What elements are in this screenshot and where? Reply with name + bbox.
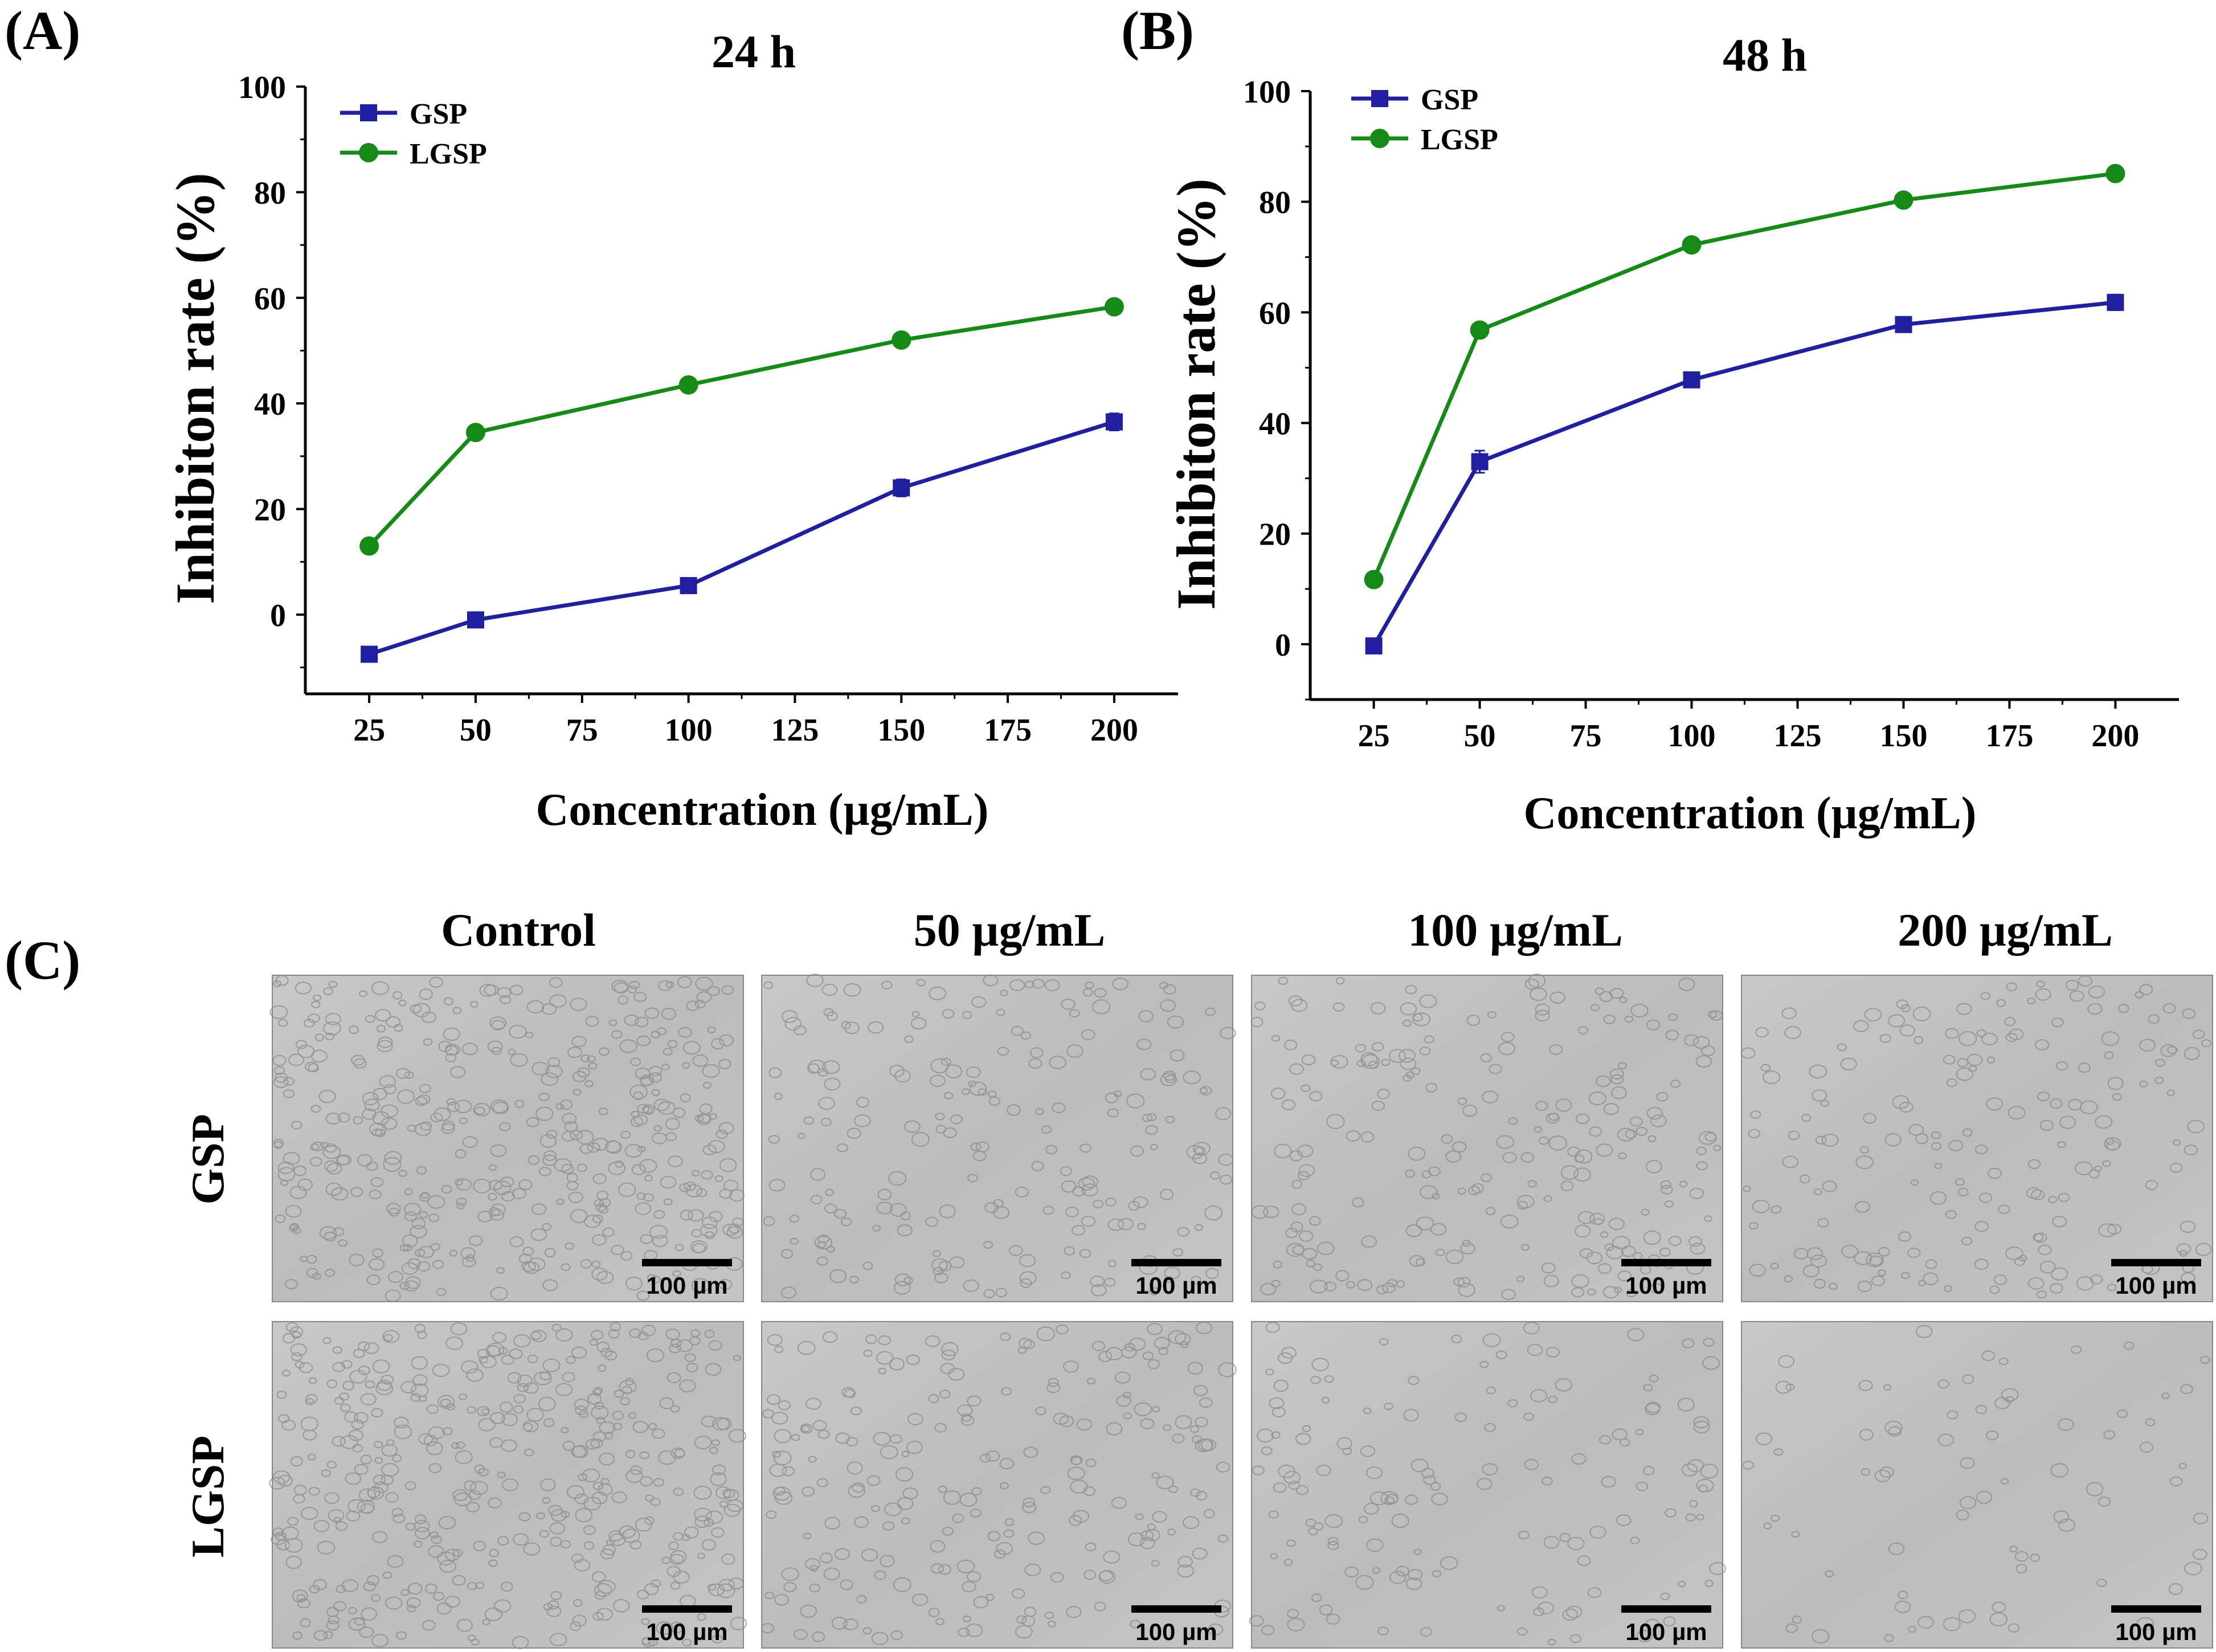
chart-a-title: 24 h xyxy=(712,26,796,77)
chart-b-lgsp-point-4 xyxy=(2105,163,2125,183)
micrograph-gsp-2: 100 µm xyxy=(1250,974,1723,1302)
chart-b-xtick-label-5: 150 xyxy=(1879,718,1927,754)
chart-a-ytick-label-1: 20 xyxy=(254,493,286,528)
chart-b-gsp-point-4 xyxy=(2107,293,2124,311)
micrograph-lgsp-3: 100 µm xyxy=(1741,1321,2213,1649)
scale-bar-label: 100 µm xyxy=(1625,1272,1707,1299)
chart-b-ytick-label-0: 0 xyxy=(1275,628,1291,663)
chart-a-ytick-label-0: 0 xyxy=(270,598,286,633)
chart-b-xtick-label-0: 25 xyxy=(1358,718,1390,754)
panel-label-a: (A) xyxy=(5,0,80,61)
scale-bar-label: 100 µm xyxy=(646,1272,727,1299)
chart-b-xtick-label-2: 75 xyxy=(1570,718,1602,754)
chart-b: 48 h Concentration (µg/mL) Inhibiton rat… xyxy=(1166,29,2179,839)
micrograph-lgsp-1: 100 µm xyxy=(761,1321,1237,1649)
micrograph-gsp-1: 100 µm xyxy=(761,974,1236,1302)
scale-bar-label: 100 µm xyxy=(2115,1618,2197,1645)
chart-b-gsp-point-0 xyxy=(1365,637,1383,655)
chart-a-xtick-label-7: 200 xyxy=(1090,713,1138,748)
chart-b-gsp-point-3 xyxy=(1895,316,1912,333)
chart-b-xtick-label-6: 175 xyxy=(1985,718,2033,754)
chart-b-ytick-label-1: 20 xyxy=(1259,517,1291,553)
scale-bar-label: 100 µm xyxy=(2115,1272,2197,1299)
chart-a-gsp-point-0 xyxy=(361,645,378,663)
chart-b-lgsp-point-2 xyxy=(1682,235,1702,255)
chart-b-legend-lgsp: LGSP xyxy=(1351,124,1498,156)
chart-b-legend-label-lgsp: LGSP xyxy=(1421,124,1498,156)
micrograph-grid: Control 50 µg/mL 100 µg/mL 200 µg/mL GSP… xyxy=(182,904,2213,1649)
scale-bar-label: 100 µm xyxy=(646,1618,727,1645)
chart-a-xtick-label-0: 25 xyxy=(353,713,385,748)
chart-b-xlabel: Concentration (µg/mL) xyxy=(1524,788,1977,839)
chart-b-ylabel: Inhibiton rate (%) xyxy=(1166,178,1226,610)
chart-a-ytick-label-5: 100 xyxy=(238,70,286,105)
chart-a-ytick-label-4: 80 xyxy=(254,175,286,211)
micrograph-gsp-3: 100 µm xyxy=(1740,975,2213,1302)
chart-b-ytick-label-2: 40 xyxy=(1259,407,1291,442)
panel-label-c: (C) xyxy=(5,930,80,991)
chart-a-ylabel: Inhibiton rate (%) xyxy=(165,173,226,604)
chart-b-series-lgsp-line xyxy=(1372,171,2116,580)
chart-b-gsp-point-1 xyxy=(1471,453,1489,471)
chart-a-ytick-label-3: 60 xyxy=(254,281,286,317)
chart-a-legend-label-lgsp: LGSP xyxy=(410,138,487,170)
row-label-gsp: GSP xyxy=(182,1114,234,1204)
column-label-50: 50 µg/mL xyxy=(914,904,1106,956)
column-label-100: 100 µg/mL xyxy=(1408,904,1623,956)
chart-b-lgsp-point-1 xyxy=(1470,320,1490,340)
chart-a-lgsp-point-2 xyxy=(678,375,698,395)
chart-a-gsp-point-3 xyxy=(893,479,910,497)
chart-a-xtick-label-5: 150 xyxy=(877,713,925,748)
chart-a-lgsp-point-3 xyxy=(892,330,911,350)
chart-a-ytick-label-2: 40 xyxy=(254,387,286,422)
panel-label-b: (B) xyxy=(1121,0,1194,61)
chart-b-xtick-label-3: 100 xyxy=(1668,718,1716,754)
chart-a-gsp-point-1 xyxy=(467,611,484,629)
chart-a-lgsp-point-0 xyxy=(359,536,379,556)
chart-b-lgsp-point-0 xyxy=(1364,570,1384,590)
chart-b-ytick-label-3: 60 xyxy=(1259,296,1291,331)
micrograph-gsp-0: 100 µm xyxy=(269,975,745,1302)
scale-bar-label: 100 µm xyxy=(1135,1272,1217,1299)
chart-b-ytick-label-4: 80 xyxy=(1259,185,1291,220)
chart-a-xtick-label-3: 100 xyxy=(665,713,713,748)
chart-b-title: 48 h xyxy=(1723,29,1807,81)
column-label-200: 200 µg/mL xyxy=(1898,904,2113,956)
chart-a-xtick-label-1: 50 xyxy=(460,713,492,748)
scale-bar-label: 100 µm xyxy=(1625,1618,1707,1645)
chart-b-legend-label-gsp: GSP xyxy=(1421,84,1478,116)
chart-b-xtick-label-7: 200 xyxy=(2091,718,2139,754)
chart-a-xtick-label-4: 125 xyxy=(771,713,819,748)
chart-b-ytick-label-5: 100 xyxy=(1243,75,1291,110)
chart-b-series-gsp-line xyxy=(1372,300,2116,647)
micrograph-lgsp-2: 100 µm xyxy=(1249,1321,1726,1649)
chart-b-xtick-label-1: 50 xyxy=(1464,718,1496,754)
chart-a: 24 h Concentration (µg/mL) Inhibiton rat… xyxy=(165,26,1178,835)
chart-a-xtick-label-2: 75 xyxy=(566,713,598,748)
chart-a-lgsp-point-4 xyxy=(1104,297,1124,317)
column-label-control: Control xyxy=(441,904,596,956)
chart-b-lgsp-point-3 xyxy=(1894,190,1914,210)
micrograph-lgsp-0: 100 µm xyxy=(269,1321,747,1649)
chart-a-legend-lgsp: LGSP xyxy=(340,138,487,170)
chart-a-xlabel: Concentration (µg/mL) xyxy=(536,785,989,835)
chart-b-gsp-point-2 xyxy=(1683,371,1700,389)
chart-b-xtick-label-4: 125 xyxy=(1773,718,1821,754)
scale-bar-label: 100 µm xyxy=(1135,1618,1217,1645)
chart-b-legend-gsp: GSP xyxy=(1351,84,1478,116)
chart-a-legend-label-gsp: GSP xyxy=(410,98,467,130)
chart-a-lgsp-point-1 xyxy=(465,423,485,443)
chart-a-gsp-point-4 xyxy=(1105,413,1123,431)
chart-a-xtick-label-6: 175 xyxy=(984,713,1032,748)
chart-a-legend-gsp: GSP xyxy=(340,98,467,130)
row-label-lgsp: LGSP xyxy=(182,1436,234,1557)
chart-a-gsp-point-2 xyxy=(680,576,697,594)
